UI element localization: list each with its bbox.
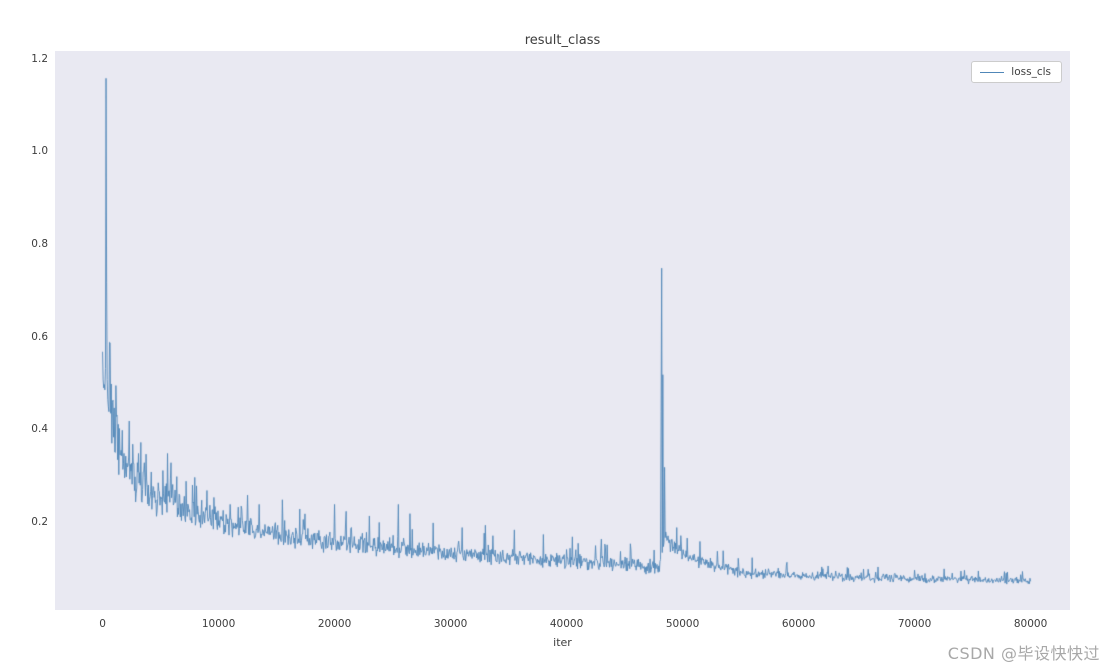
x-tick-label: 20000 xyxy=(317,618,352,630)
legend-line-icon xyxy=(980,71,1005,73)
x-tick-label: 50000 xyxy=(665,618,700,630)
x-tick-label: 10000 xyxy=(201,618,236,630)
y-tick-label: 1.0 xyxy=(31,145,48,158)
y-tick-label: 0.4 xyxy=(31,423,48,436)
x-tick-label: 30000 xyxy=(433,618,468,630)
x-tick-label: 40000 xyxy=(549,618,584,630)
plot-area: loss_cls xyxy=(55,51,1070,610)
loss-curve-canvas xyxy=(55,51,1070,610)
legend: loss_cls xyxy=(971,61,1062,83)
x-tick-label: 80000 xyxy=(1013,618,1048,630)
x-tick-label: 0 xyxy=(99,618,106,630)
y-tick-label: 0.6 xyxy=(31,330,48,343)
x-tick-label: 60000 xyxy=(781,618,816,630)
y-tick-label: 0.8 xyxy=(31,238,48,251)
watermark: CSDN @毕设快快过 xyxy=(947,644,1100,663)
chart-title: result_class xyxy=(524,33,601,48)
legend-label: loss_cls xyxy=(1011,66,1051,78)
y-tick-label: 0.2 xyxy=(31,515,48,528)
y-tick-label: 1.2 xyxy=(31,52,48,65)
x-axis-label: iter xyxy=(553,636,572,649)
x-tick-label: 70000 xyxy=(897,618,932,630)
